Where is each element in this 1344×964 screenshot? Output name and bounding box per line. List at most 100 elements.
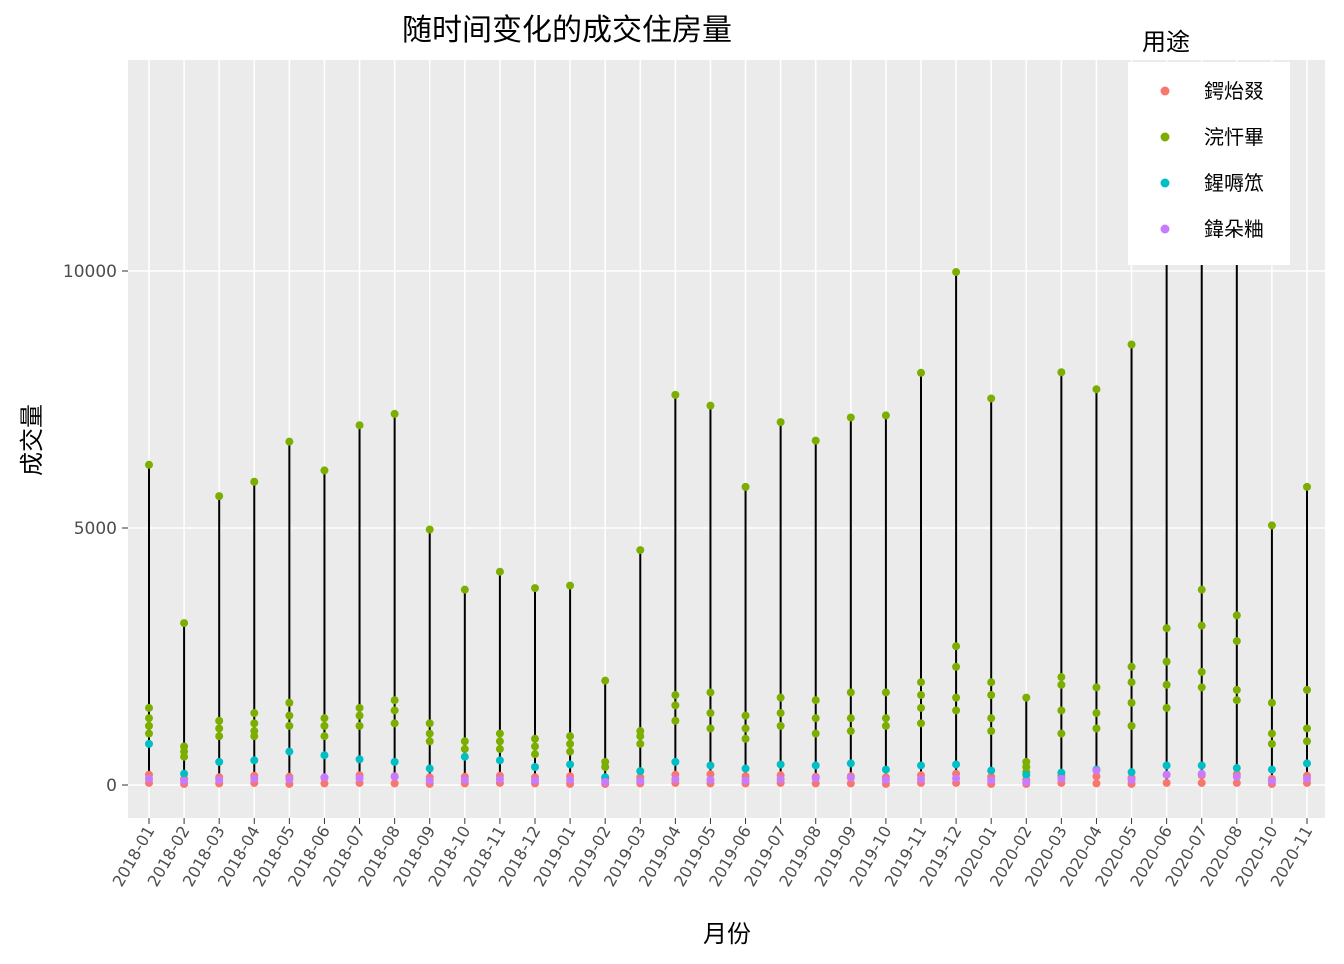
point — [1303, 759, 1311, 768]
point — [425, 764, 434, 773]
point — [741, 724, 750, 733]
point — [671, 390, 680, 399]
point — [1267, 521, 1276, 530]
point — [1127, 340, 1136, 349]
point — [145, 729, 153, 738]
point — [425, 719, 434, 728]
point — [1197, 621, 1206, 630]
point — [1092, 724, 1101, 733]
point — [531, 776, 539, 785]
point — [215, 716, 224, 725]
point — [846, 773, 855, 782]
point — [917, 761, 925, 770]
point — [566, 747, 575, 756]
point — [250, 719, 259, 728]
point — [917, 678, 925, 687]
point — [846, 779, 855, 788]
point — [706, 770, 715, 779]
point — [881, 411, 890, 420]
legend-key — [1160, 178, 1170, 188]
point — [952, 662, 961, 671]
point — [881, 714, 890, 723]
point — [952, 693, 961, 702]
point — [741, 711, 750, 720]
y-tick-label: 0 — [106, 776, 117, 796]
point — [1162, 624, 1171, 633]
point — [1197, 585, 1206, 594]
point — [355, 774, 364, 783]
point — [1303, 685, 1311, 694]
point — [1092, 766, 1101, 775]
point — [531, 734, 539, 743]
point — [1022, 770, 1031, 779]
point — [741, 482, 750, 491]
chart-title: 随时间变化的成交住房量 — [402, 13, 732, 48]
point — [1127, 775, 1136, 784]
point — [917, 775, 925, 784]
point — [320, 732, 329, 741]
point — [1092, 772, 1101, 781]
point — [671, 701, 680, 710]
point — [145, 721, 153, 730]
legend-label: 浣忓畢 — [1204, 125, 1264, 149]
point — [811, 774, 820, 783]
point — [987, 691, 996, 700]
point — [706, 761, 715, 770]
point — [1232, 685, 1241, 694]
point — [1232, 764, 1241, 773]
point — [1092, 683, 1101, 692]
point — [1162, 770, 1171, 779]
point — [1022, 693, 1031, 702]
point — [1162, 703, 1171, 712]
point — [811, 714, 820, 723]
point — [776, 709, 785, 718]
point — [741, 776, 750, 785]
legend-key — [1160, 224, 1170, 234]
point — [495, 756, 504, 765]
point — [495, 745, 504, 754]
point — [811, 729, 820, 738]
point — [180, 769, 189, 778]
point — [811, 436, 820, 445]
point — [215, 492, 224, 501]
point — [425, 776, 434, 785]
point — [881, 721, 890, 730]
panel — [128, 60, 1325, 818]
point — [1232, 778, 1241, 787]
legend-key — [1160, 86, 1170, 96]
point — [601, 777, 610, 786]
point — [1267, 698, 1276, 707]
point — [215, 757, 224, 766]
point — [1232, 696, 1241, 705]
point — [671, 757, 680, 766]
point — [495, 737, 504, 746]
point — [1303, 724, 1311, 733]
point — [952, 774, 961, 783]
point — [425, 525, 434, 534]
point — [1127, 662, 1136, 671]
point — [425, 729, 434, 738]
point — [285, 721, 294, 730]
point — [1267, 729, 1276, 738]
point — [320, 751, 329, 760]
point — [1162, 761, 1171, 770]
point — [460, 775, 469, 784]
point — [1057, 680, 1066, 689]
point — [706, 775, 715, 784]
point — [1127, 768, 1136, 777]
point — [1127, 678, 1136, 687]
point — [1267, 776, 1276, 785]
point — [1303, 774, 1311, 783]
legend-label: 鍏朵粬 — [1204, 217, 1264, 241]
point — [495, 729, 504, 738]
point — [846, 413, 855, 422]
point — [215, 775, 224, 784]
point — [601, 676, 610, 685]
point — [531, 750, 539, 759]
point — [1267, 739, 1276, 748]
point — [566, 739, 575, 748]
legend-title: 用途 — [1142, 28, 1190, 56]
point — [145, 714, 153, 723]
point — [355, 721, 364, 730]
